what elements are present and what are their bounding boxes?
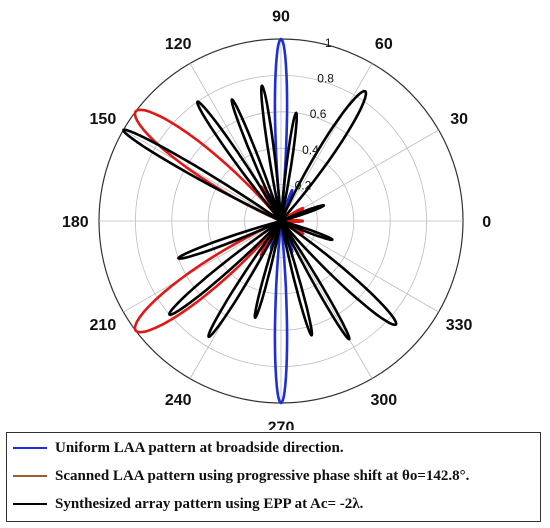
legend-swatch-brown — [13, 475, 47, 477]
angle-tick-label: 240 — [165, 392, 192, 409]
angle-tick-label: 150 — [90, 111, 117, 128]
legend-swatch-blue — [13, 447, 47, 449]
angle-tick-label: 330 — [446, 317, 473, 334]
grid-spoke — [123, 220, 282, 313]
pattern-lobe — [177, 219, 283, 260]
angle-tick-label: 30 — [450, 111, 468, 128]
radial-tick-label: 1 — [325, 36, 332, 50]
angle-tick-label: 60 — [375, 36, 393, 53]
legend-item-uniform: Uniform LAA pattern at broadside directi… — [13, 435, 344, 461]
pattern-lobe — [168, 219, 283, 317]
series-3 — [122, 84, 398, 341]
pattern-lobe — [279, 219, 334, 242]
pattern-lobe — [279, 204, 326, 223]
radial-tick-label: 0.2 — [295, 178, 312, 192]
pattern-lobe — [279, 111, 298, 223]
polar-labels: 0 30 60 90 120 150 180 210 240 270 300 330 0.2 0.4 0.6… — [62, 8, 491, 430]
grid-spoke — [280, 220, 373, 379]
pattern-series — [122, 37, 398, 405]
pattern-lobe — [133, 219, 283, 334]
radial-tick-label: 0.6 — [310, 107, 327, 121]
grid-spoke — [280, 220, 439, 313]
angle-tick-label: 270 — [268, 420, 295, 430]
polar-grid — [98, 38, 464, 404]
pattern-lobe — [122, 128, 283, 223]
legend-swatch-black — [13, 503, 47, 505]
angle-tick-label: 90 — [272, 8, 290, 25]
pattern-lobe — [279, 219, 314, 337]
legend: Uniform LAA pattern at broadside directi… — [6, 432, 541, 522]
angle-tick-label: 300 — [370, 392, 397, 409]
angle-tick-label: 210 — [90, 317, 117, 334]
pattern-lobe — [279, 219, 398, 327]
pattern-lobe — [253, 219, 283, 319]
legend-label: Uniform LAA pattern at broadside directi… — [55, 439, 344, 456]
pattern-lobe — [273, 219, 289, 405]
grid-spoke — [123, 129, 282, 222]
legend-item-scanned: Scanned LAA pattern using progressive ph… — [13, 463, 469, 489]
grid-spoke — [280, 63, 373, 222]
pattern-lobe — [260, 84, 283, 223]
radial-tick-label: 0.4 — [302, 143, 319, 157]
legend-item-synthesized: Synthesized array pattern using EPP at A… — [13, 491, 363, 517]
legend-label: Synthesized array pattern using EPP at A… — [55, 495, 364, 512]
polar-chart: 0 30 60 90 120 150 180 210 240 270 300 330 0.2 0.4 0.6… — [62, 8, 491, 430]
pattern-lobe — [279, 219, 351, 341]
pattern-lobe — [279, 219, 305, 223]
radial-tick-label: 0.8 — [317, 72, 334, 86]
pattern-lobe — [207, 219, 283, 339]
pattern-lobe — [230, 98, 283, 223]
angle-tick-label: 120 — [165, 36, 192, 53]
pattern-lobe — [196, 100, 283, 223]
pattern-lobe — [133, 108, 283, 223]
angle-tick-label: 0 — [482, 214, 491, 231]
pattern-lobe — [273, 37, 289, 223]
pattern-lobe — [279, 89, 368, 223]
grid-spoke — [280, 129, 439, 222]
legend-label: Scanned LAA pattern using progressive ph… — [55, 467, 470, 484]
angle-tick-label: 180 — [62, 214, 89, 231]
